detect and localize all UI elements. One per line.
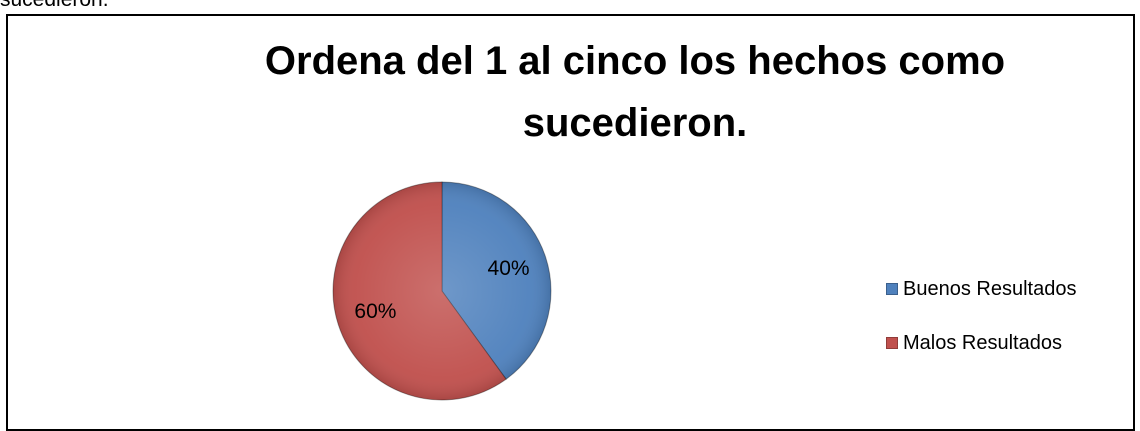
chart-area: 40% 60% Ordena del 1 al cinco los hechos … <box>6 14 1135 431</box>
pie-data-labels: 40% 60% <box>354 257 529 323</box>
legend-swatch-malos-resultados <box>886 337 898 349</box>
pie-slices <box>332 181 552 401</box>
chart-title: Ordena del 1 al cinco los hechos como su… <box>8 30 1140 154</box>
legend-label-malos-resultados: Malos Resultados <box>903 331 1062 354</box>
legend-label-buenos-resultados: Buenos Resultados <box>903 277 1077 300</box>
data-label-buenos-resultados: 40% <box>488 257 530 280</box>
legend-item-buenos-resultados: Buenos Resultados <box>886 273 1076 305</box>
legend-swatch-buenos-resultados <box>886 283 898 295</box>
document-text-fragment: sucedieron. <box>0 0 109 12</box>
chart-title-line-1: Ordena del 1 al cinco los hechos como <box>264 39 1006 83</box>
chart-title-line-2: sucedieron. <box>522 101 748 145</box>
chart-legend: Buenos Resultados Malos Resultados <box>886 273 1076 381</box>
legend-item-malos-resultados: Malos Resultados <box>886 327 1076 359</box>
data-label-malos-resultados: 60% <box>354 300 396 323</box>
